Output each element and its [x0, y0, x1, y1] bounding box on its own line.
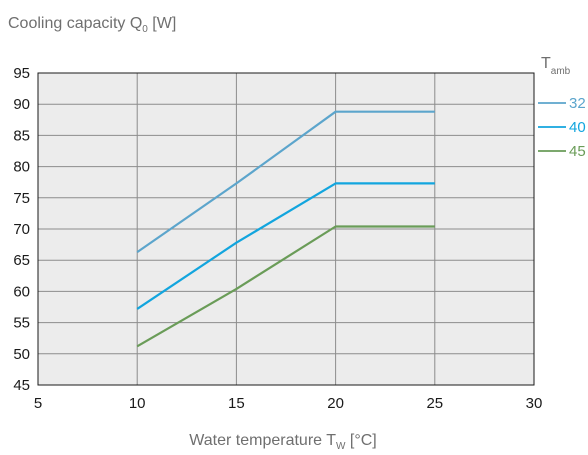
x-tick-label: 10 [129, 395, 146, 412]
series-line-32 [136, 110, 435, 254]
x-tick-label: 25 [426, 395, 443, 412]
series-lines [136, 110, 435, 348]
tick-labels: 45 50 55 60 65 70 75 80 85 90 95 5 10 15 20 25 30 [13, 65, 542, 412]
legend: Tamb 32 40 45 [538, 55, 586, 160]
x-tick-label: 20 [327, 395, 344, 412]
y-tick-label: 95 [13, 65, 30, 82]
x-tick-label: 5 [34, 395, 42, 412]
legend-label-45: 45 [569, 143, 586, 160]
series-line-45 [136, 225, 435, 348]
x-tick-label: 15 [228, 395, 245, 412]
plot-frame [37, 72, 535, 386]
series-line-40 [136, 182, 435, 310]
y-tick-label: 65 [13, 252, 30, 269]
legend-items: 32 40 45 [538, 95, 586, 160]
y-tick-label: 90 [13, 96, 30, 113]
legend-title: Tamb [541, 55, 571, 77]
y-tick-label: 60 [13, 283, 30, 300]
x-axis-title: Water temperature TW [°C] [189, 432, 376, 452]
legend-label-40: 40 [569, 119, 586, 136]
y-tick-label: 85 [13, 127, 30, 144]
y-tick-label: 45 [13, 377, 30, 394]
y-tick-label: 50 [13, 346, 30, 363]
y-tick-label: 70 [13, 221, 30, 238]
y-tick-label: 80 [13, 159, 30, 176]
y-axis-title: Cooling capacity Q0 [W] [8, 15, 176, 35]
y-tick-label: 55 [13, 315, 30, 332]
y-tick-label: 75 [13, 190, 30, 207]
legend-label-32: 32 [569, 95, 586, 112]
x-tick-label: 30 [526, 395, 543, 412]
